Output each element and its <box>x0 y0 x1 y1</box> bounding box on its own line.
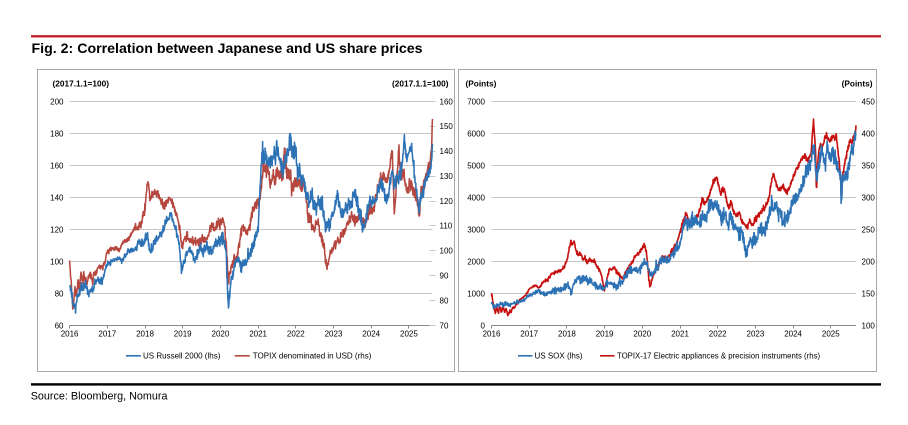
svg-text:100: 100 <box>440 247 454 256</box>
svg-text:250: 250 <box>862 225 876 234</box>
svg-text:100: 100 <box>862 321 876 330</box>
svg-text:200: 200 <box>862 257 876 266</box>
svg-text:400: 400 <box>862 129 876 138</box>
svg-text:2020: 2020 <box>633 330 651 339</box>
svg-text:5000: 5000 <box>467 161 485 170</box>
svg-text:2022: 2022 <box>709 330 727 339</box>
svg-text:TOPIX denominated in USD (rhs): TOPIX denominated in USD (rhs) <box>253 351 372 360</box>
svg-text:0: 0 <box>481 321 486 330</box>
svg-text:160: 160 <box>440 97 454 106</box>
svg-text:4000: 4000 <box>467 193 485 202</box>
svg-text:Fig. 2: Correlation between Ja: Fig. 2: Correlation between Japanese and… <box>32 41 423 57</box>
svg-text:2024: 2024 <box>784 330 802 339</box>
svg-text:130: 130 <box>440 172 454 181</box>
svg-text:140: 140 <box>50 193 64 202</box>
svg-text:200: 200 <box>50 97 64 106</box>
svg-text:2000: 2000 <box>467 257 485 266</box>
svg-text:180: 180 <box>50 129 64 138</box>
svg-text:1000: 1000 <box>467 289 485 298</box>
svg-text:2020: 2020 <box>212 330 230 339</box>
svg-text:(Points): (Points) <box>842 78 873 88</box>
svg-text:US SOX (lhs): US SOX (lhs) <box>535 351 583 360</box>
svg-text:2016: 2016 <box>61 330 79 339</box>
svg-text:2021: 2021 <box>249 330 267 339</box>
svg-text:2018: 2018 <box>136 330 154 339</box>
svg-text:2018: 2018 <box>558 330 576 339</box>
svg-text:US Russell 2000 (lhs): US Russell 2000 (lhs) <box>143 351 221 360</box>
svg-text:150: 150 <box>440 122 454 131</box>
svg-text:70: 70 <box>440 321 449 330</box>
svg-text:6000: 6000 <box>467 129 485 138</box>
svg-text:160: 160 <box>50 161 64 170</box>
svg-text:60: 60 <box>55 321 64 330</box>
svg-text:2025: 2025 <box>400 330 418 339</box>
svg-text:2025: 2025 <box>822 330 840 339</box>
svg-text:2021: 2021 <box>671 330 689 339</box>
svg-text:2019: 2019 <box>596 330 614 339</box>
svg-text:120: 120 <box>440 197 454 206</box>
svg-text:2023: 2023 <box>325 330 343 339</box>
svg-text:2017: 2017 <box>520 330 538 339</box>
svg-text:2016: 2016 <box>483 330 501 339</box>
svg-text:TOPIX-17 Electric appliances &: TOPIX-17 Electric appliances & precision… <box>617 351 820 360</box>
svg-text:80: 80 <box>55 289 64 298</box>
svg-text:2023: 2023 <box>747 330 765 339</box>
svg-text:350: 350 <box>862 161 876 170</box>
svg-text:Source: Bloomberg, Nomura: Source: Bloomberg, Nomura <box>31 391 168 403</box>
svg-text:450: 450 <box>862 97 876 106</box>
svg-text:90: 90 <box>440 272 449 281</box>
svg-text:7000: 7000 <box>467 97 485 106</box>
svg-text:140: 140 <box>440 147 454 156</box>
svg-text:(2017.1.1=100): (2017.1.1=100) <box>392 78 449 88</box>
svg-text:2019: 2019 <box>174 330 192 339</box>
svg-text:2017: 2017 <box>98 330 116 339</box>
svg-text:2024: 2024 <box>362 330 380 339</box>
svg-text:(Points): (Points) <box>466 78 497 88</box>
svg-text:150: 150 <box>862 289 876 298</box>
svg-text:3000: 3000 <box>467 225 485 234</box>
svg-text:300: 300 <box>862 193 876 202</box>
svg-text:110: 110 <box>440 222 453 231</box>
svg-text:2022: 2022 <box>287 330 305 339</box>
svg-text:100: 100 <box>50 257 64 266</box>
svg-text:(2017.1.1=100): (2017.1.1=100) <box>53 78 110 88</box>
svg-text:80: 80 <box>440 296 449 305</box>
svg-text:120: 120 <box>50 225 64 234</box>
